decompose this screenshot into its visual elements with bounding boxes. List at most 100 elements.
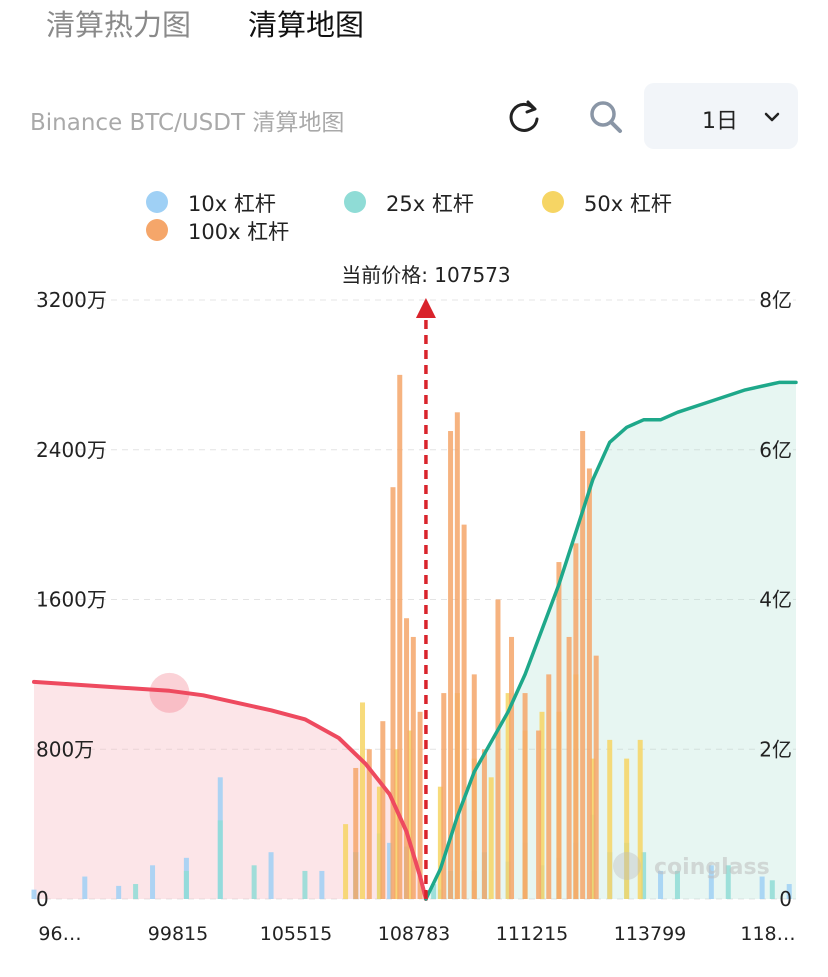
liquidation-bar: [353, 767, 359, 899]
legend-label: 10x 杠杆: [188, 192, 276, 216]
timeframe-select[interactable]: 1日: [644, 83, 798, 149]
tab-liquidation-map[interactable]: 清算地图: [248, 8, 365, 42]
y-right-tick-label: 4亿: [759, 588, 792, 612]
liquidation-bar: [376, 786, 382, 899]
liquidation-bar: [251, 865, 257, 899]
legend-swatch: [146, 219, 168, 241]
liquidation-bar: [366, 749, 372, 899]
current-price-label: 当前价格: 107573: [341, 263, 510, 287]
y-left-tick-label: 2400万: [36, 438, 107, 462]
liquidation-bar: [546, 674, 552, 899]
liquidation-bar: [380, 721, 386, 899]
liquidation-bar: [448, 431, 454, 899]
liquidation-bar: [481, 749, 487, 899]
liquidation-bar: [461, 524, 467, 899]
x-tick-label: 108783: [378, 923, 451, 945]
liquidation-bar: [674, 870, 680, 899]
line-highlight-dot: [149, 672, 190, 713]
legend-swatch: [344, 191, 366, 213]
x-tick-label: 99815: [148, 923, 208, 945]
legend-label: 50x 杠杆: [584, 192, 672, 216]
short-cumulative-line: [32, 679, 428, 901]
long-cumulative-line: [424, 380, 798, 901]
liquidation-bar: [708, 865, 714, 899]
y-right-tick-label: 0: [779, 887, 792, 911]
liquidation-bar: [393, 749, 399, 899]
tab-heatmap[interactable]: 清算热力图: [46, 8, 192, 42]
liquidation-bar: [116, 885, 122, 899]
liquidation-bar: [268, 852, 274, 899]
refresh-icon[interactable]: [502, 95, 546, 139]
y-left-tick-label: 0: [36, 887, 49, 911]
axes: 0 0 800万 2亿 1600万 4亿 2400万 6亿 3200万 8亿 96… 99815 105…: [36, 288, 796, 945]
x-tick-label: 118…: [740, 923, 795, 945]
y-right-tick-label: 6亿: [759, 438, 792, 462]
legend-swatch: [146, 191, 168, 213]
liquidation-bar: [637, 739, 643, 899]
x-tick-label: 105515: [260, 923, 333, 945]
liquidation-bar: [607, 739, 613, 899]
liquidation-bar: [590, 758, 596, 899]
liquidation-bar: [505, 693, 511, 899]
liquidation-bar: [31, 889, 37, 899]
chevron-down-icon: [762, 107, 782, 127]
liquidation-bar: [390, 487, 396, 899]
liquidation-bar: [509, 636, 515, 899]
legend-swatch: [542, 191, 564, 213]
liquidation-bar: [397, 374, 403, 899]
liquidation-bar: [471, 674, 477, 899]
liquidation-bar: [488, 777, 494, 899]
grid-lines: [34, 299, 796, 900]
watermark-text: coinglass: [654, 855, 770, 880]
liquidation-bar: [319, 870, 325, 899]
y-right-tick-label: 8亿: [759, 288, 792, 312]
chart-subtitle: Binance BTC/USDT 清算地图: [30, 110, 345, 136]
y-left-tick-label: 3200万: [36, 288, 107, 312]
liquidation-bar: [495, 599, 501, 899]
liquidation-bar: [769, 880, 775, 899]
liquidation-bar: [404, 618, 410, 899]
liquidation-bar: [454, 412, 460, 899]
y-right-tick-label: 2亿: [759, 737, 792, 761]
liquidation-bar: [580, 431, 586, 899]
liquidation-bar: [522, 693, 528, 899]
timeframe-value: 1日: [702, 109, 738, 134]
liquidation-bar: [343, 824, 349, 899]
y-left-tick-label: 800万: [36, 737, 94, 761]
legend-label: 100x 杠杆: [188, 220, 290, 244]
liquidation-bar: [217, 820, 223, 899]
liquidation-bar: [658, 870, 664, 899]
legend-label: 25x 杠杆: [386, 192, 474, 216]
liquidation-bar: [133, 884, 139, 899]
liquidation-bar: [556, 562, 562, 899]
liquidation-bar: [417, 711, 423, 899]
liquidation-bar: [536, 730, 542, 899]
liquidation-bar: [437, 786, 443, 899]
long-liquidation-area: [425, 382, 796, 899]
short-liquidation-area: [34, 681, 426, 899]
tab-bar: 清算热力图 清算地图: [0, 0, 828, 60]
liquidation-bar: [759, 876, 765, 899]
liquidation-bar: [410, 636, 416, 899]
cumulative-lines: [32, 380, 798, 901]
y-left-tick-label: 1600万: [36, 588, 107, 612]
cumulative-areas: [34, 382, 796, 899]
liquidation-bar: [624, 758, 630, 899]
current-price-marker: 当前价格: 107573 coinglass: [341, 263, 770, 899]
liquidation-bar: [302, 870, 308, 899]
liquidation-bar: [82, 876, 88, 899]
watermark-icon: [613, 852, 641, 880]
liquidation-bar: [725, 865, 731, 899]
liquidation-bar: [573, 543, 579, 899]
liquidation-bar: [641, 852, 647, 899]
liquidation-bar: [183, 870, 189, 899]
liquidation-bar: [586, 468, 592, 899]
search-icon[interactable]: [584, 95, 628, 139]
liquidation-bar: [593, 655, 599, 899]
x-tick-label: 111215: [496, 923, 569, 945]
liquidation-bar: [566, 636, 572, 899]
liquidation-bar: [407, 730, 413, 899]
liquidation-bar: [786, 884, 792, 899]
bars: [31, 374, 792, 899]
